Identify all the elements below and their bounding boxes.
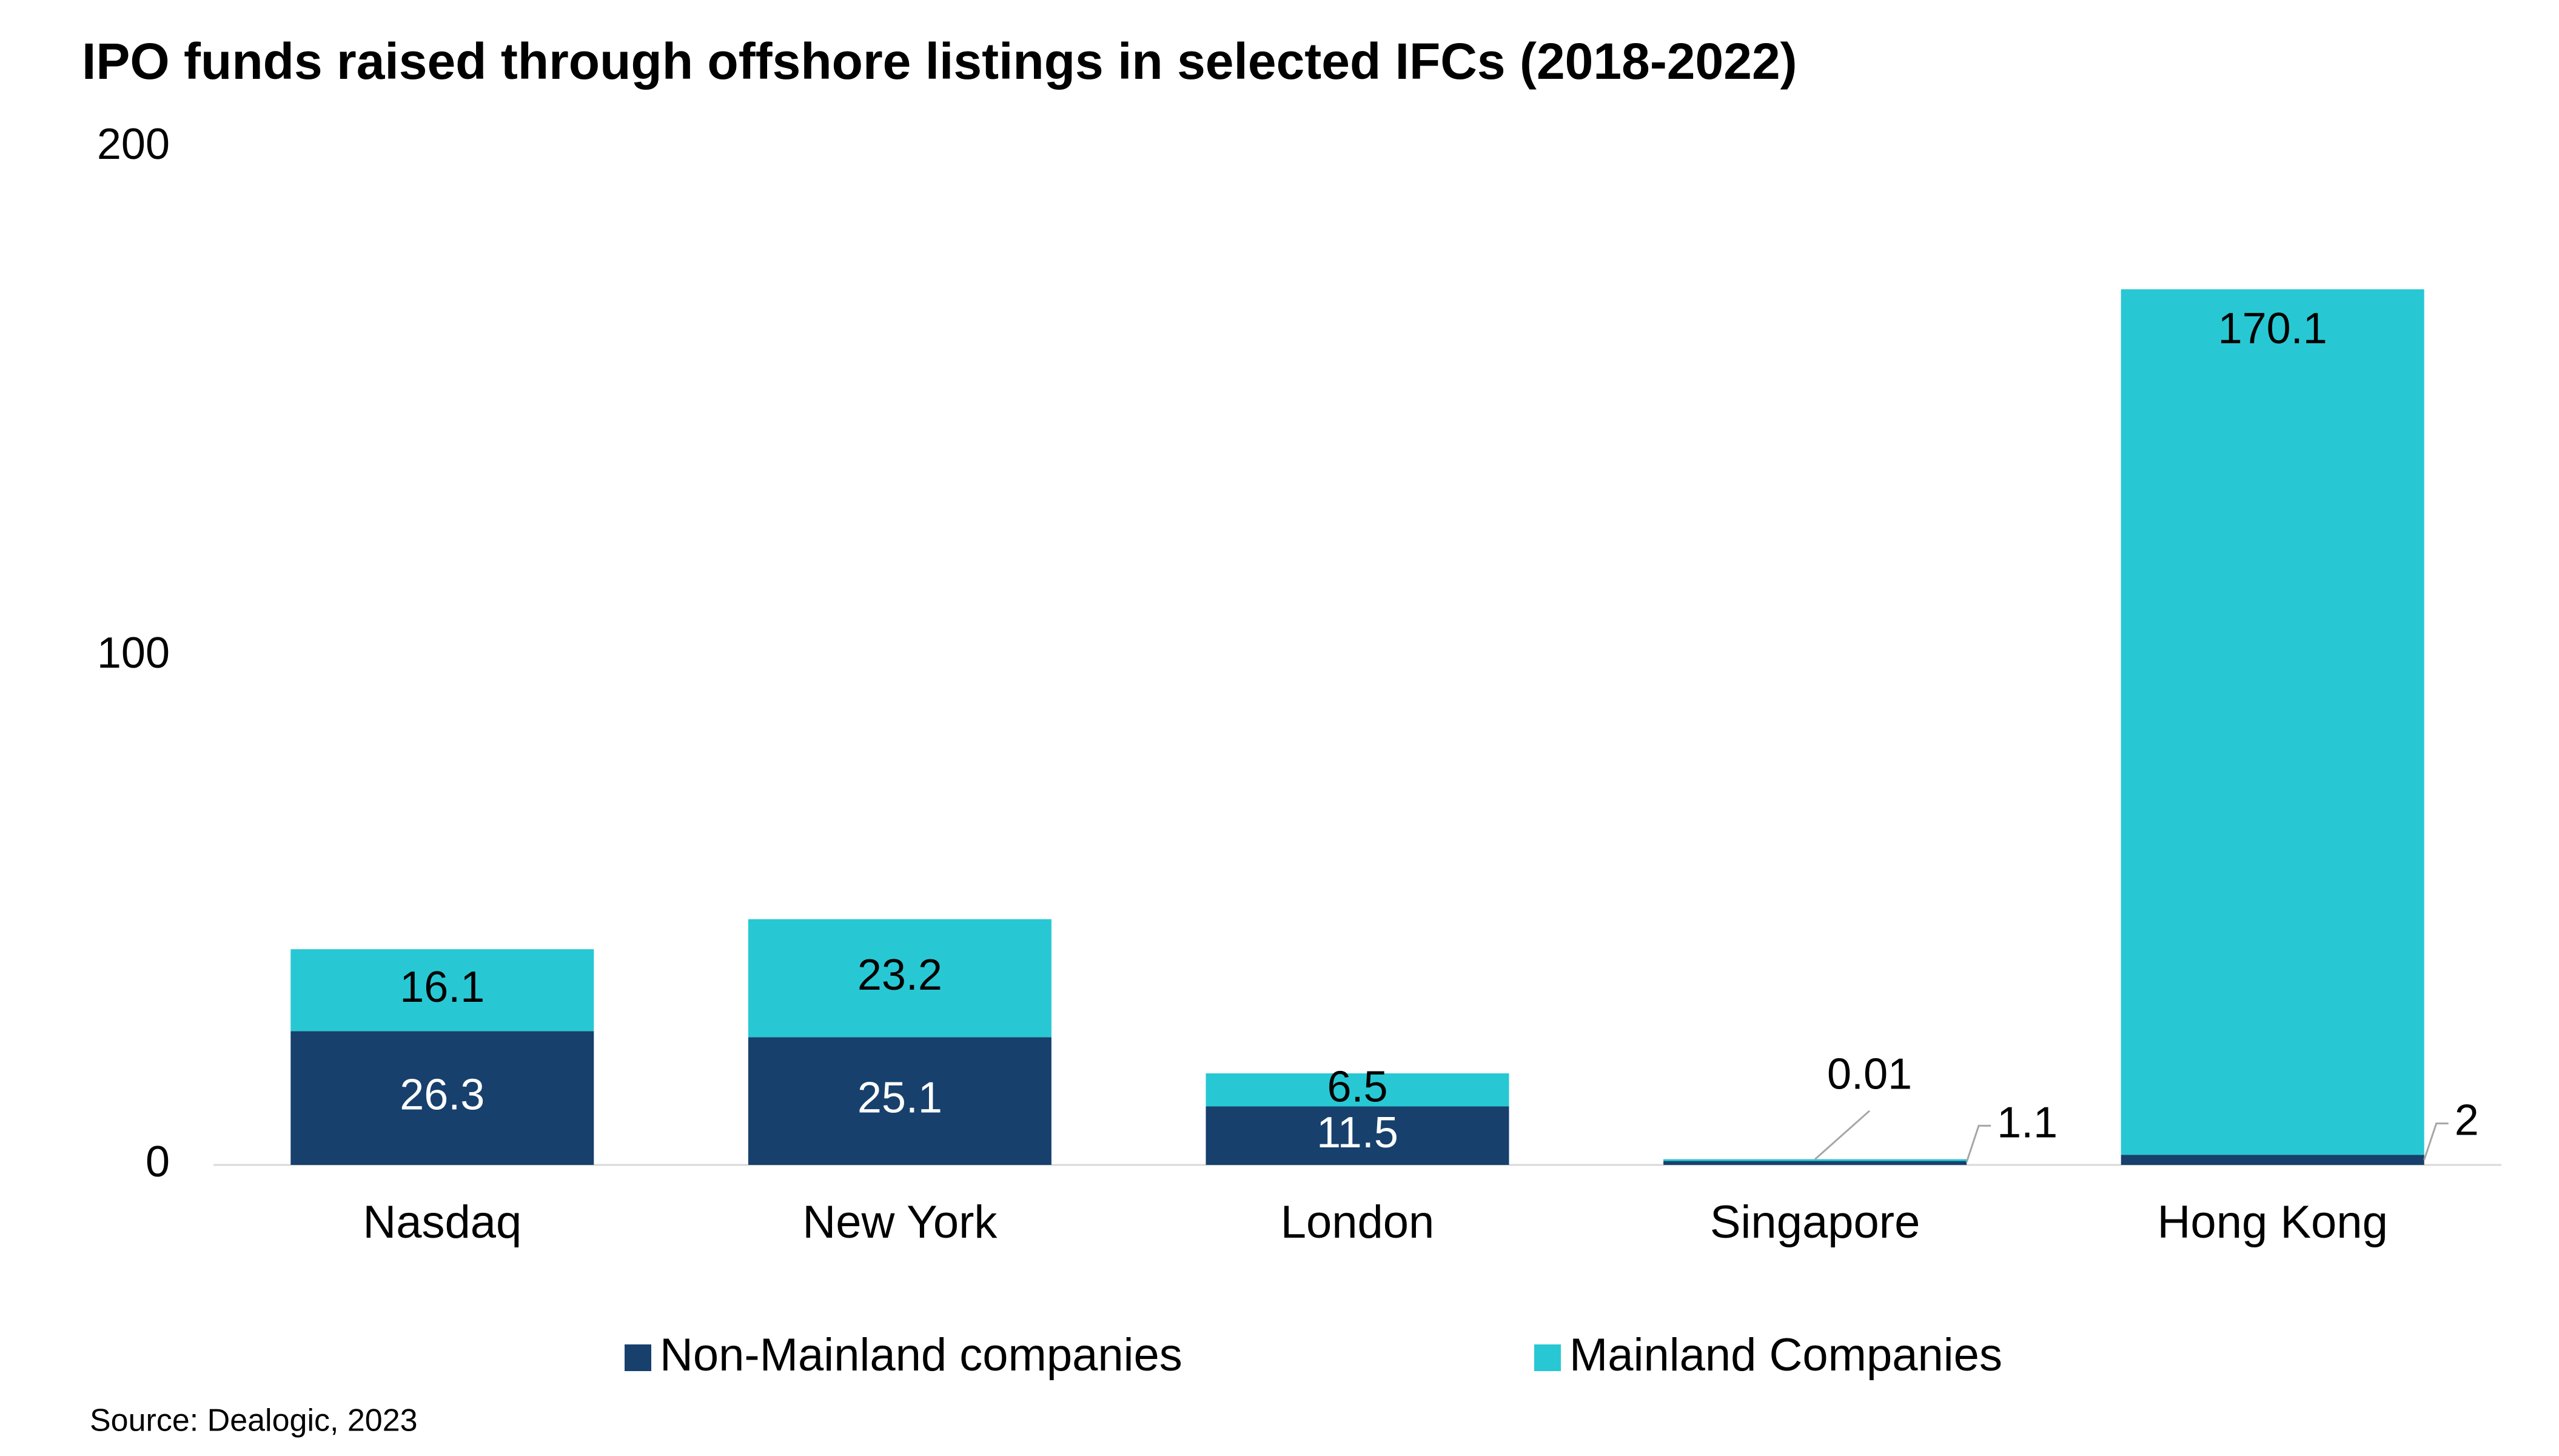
x-tick-label: Nasdaq (363, 1196, 522, 1248)
bar-segment (1206, 1106, 1509, 1165)
legend-swatch (625, 1344, 651, 1371)
leader-line (2423, 1122, 2449, 1161)
bar-segment (1206, 1073, 1509, 1107)
x-tick-label: New York (802, 1196, 998, 1248)
data-label: 25.1 (857, 1074, 942, 1122)
legend-swatch (1534, 1344, 1561, 1371)
legend-label: Non-Mainland companies (660, 1329, 1182, 1381)
bar-segment (1663, 1159, 1967, 1161)
legend-label: Mainland Companies (1569, 1329, 2002, 1381)
y-tick-label: 200 (97, 120, 170, 169)
bar-segment (748, 919, 1051, 1038)
bar-segment (748, 1037, 1051, 1165)
chart-title: IPO funds raised through offshore listin… (82, 33, 1797, 90)
leader-line (1965, 1124, 1991, 1162)
data-label: 1.1 (1997, 1098, 2058, 1147)
data-label: 6.5 (1327, 1062, 1387, 1111)
y-tick-label: 100 (97, 629, 170, 677)
leader-line (1814, 1110, 1871, 1160)
bar-segment (2121, 289, 2424, 1155)
source-note: Source: Dealogic, 2023 (90, 1403, 418, 1438)
data-label: 2 (2455, 1096, 2479, 1145)
data-label: 26.3 (400, 1071, 485, 1119)
data-label: 11.5 (1316, 1109, 1398, 1157)
data-label: 16.1 (400, 963, 485, 1011)
bar-segment (290, 949, 594, 1032)
bar-segment (290, 1031, 594, 1165)
x-tick-label: Singapore (1710, 1196, 1920, 1248)
data-label: 0.01 (1827, 1050, 1912, 1099)
y-tick-label: 0 (146, 1138, 170, 1186)
x-tick-label: London (1281, 1196, 1435, 1248)
data-label: 170.1 (2218, 304, 2327, 353)
x-tick-label: Hong Kong (2158, 1196, 2388, 1248)
data-label: 23.2 (857, 951, 942, 999)
bar-segment (2121, 1155, 2424, 1165)
bar-segment (1663, 1159, 1967, 1165)
